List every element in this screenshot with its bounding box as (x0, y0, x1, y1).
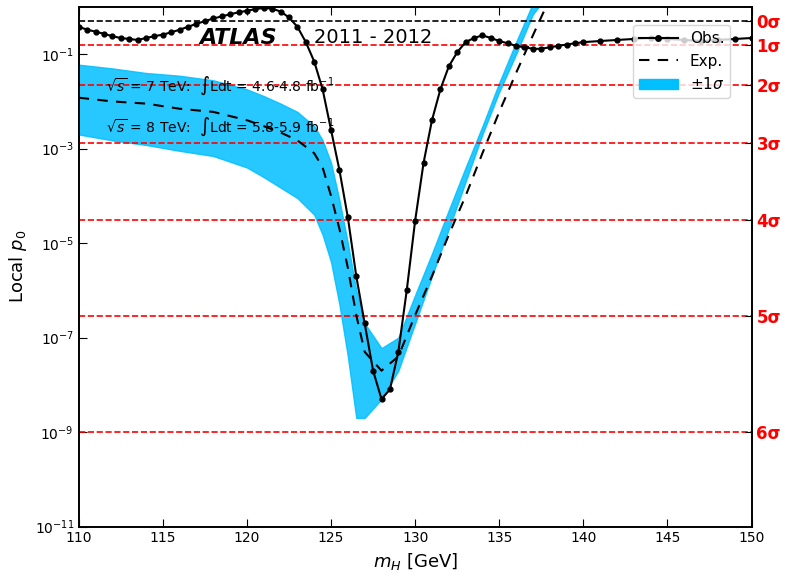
Text: $\sqrt{s}$ = 8 TeV:  $\int$Ldt = 5.8-5.9 fb$^{-1}$: $\sqrt{s}$ = 8 TeV: $\int$Ldt = 5.8-5.9 … (106, 116, 334, 138)
Text: $\sqrt{s}$ = 7 TeV:  $\int$Ldt = 4.6-4.8 fb$^{-1}$: $\sqrt{s}$ = 7 TeV: $\int$Ldt = 4.6-4.8 … (106, 75, 334, 97)
X-axis label: $m_H$ [GeV]: $m_H$ [GeV] (373, 551, 458, 572)
Text: 2011 - 2012: 2011 - 2012 (314, 28, 433, 47)
Y-axis label: Local $p_0$: Local $p_0$ (7, 230, 29, 303)
Text: ATLAS: ATLAS (200, 28, 277, 47)
Legend: Obs., Exp., $\pm 1\sigma$: Obs., Exp., $\pm 1\sigma$ (634, 25, 730, 98)
